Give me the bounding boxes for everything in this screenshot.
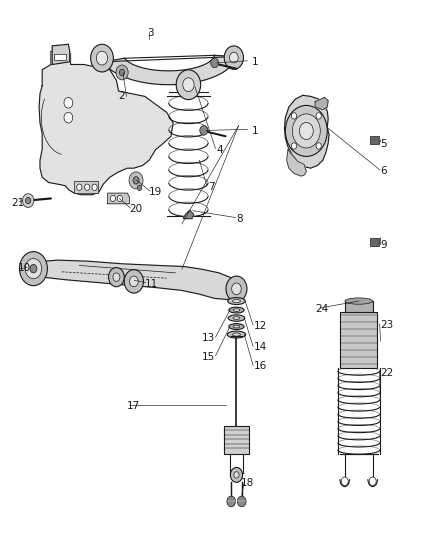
Bar bbox=[74, 181, 98, 193]
Ellipse shape bbox=[229, 307, 244, 313]
Ellipse shape bbox=[233, 333, 240, 336]
Bar bbox=[224, 426, 249, 454]
Circle shape bbox=[227, 496, 236, 507]
Ellipse shape bbox=[233, 325, 240, 328]
Circle shape bbox=[230, 467, 243, 482]
Bar bbox=[340, 312, 377, 368]
Circle shape bbox=[292, 114, 320, 148]
Text: 15: 15 bbox=[201, 352, 215, 362]
Text: 4: 4 bbox=[217, 144, 223, 155]
Text: 24: 24 bbox=[315, 304, 328, 314]
Circle shape bbox=[109, 268, 124, 287]
Ellipse shape bbox=[227, 331, 246, 338]
Circle shape bbox=[129, 172, 143, 189]
Text: 5: 5 bbox=[381, 139, 387, 149]
Bar bbox=[345, 301, 373, 312]
Ellipse shape bbox=[233, 309, 240, 311]
Ellipse shape bbox=[345, 298, 373, 304]
Polygon shape bbox=[30, 260, 241, 300]
Text: 8: 8 bbox=[237, 214, 243, 224]
Circle shape bbox=[96, 51, 108, 65]
Text: 16: 16 bbox=[254, 361, 267, 372]
Text: 1: 1 bbox=[252, 57, 258, 67]
Text: 1: 1 bbox=[252, 126, 258, 136]
Circle shape bbox=[85, 184, 90, 190]
Circle shape bbox=[316, 112, 321, 119]
Bar bbox=[370, 238, 379, 246]
Circle shape bbox=[110, 195, 116, 201]
Circle shape bbox=[224, 46, 244, 69]
Ellipse shape bbox=[233, 300, 240, 303]
Circle shape bbox=[30, 264, 37, 273]
Circle shape bbox=[116, 65, 128, 80]
Text: 12: 12 bbox=[254, 321, 267, 331]
Polygon shape bbox=[285, 95, 329, 168]
Circle shape bbox=[124, 270, 144, 293]
Circle shape bbox=[341, 477, 348, 486]
Text: 13: 13 bbox=[201, 333, 215, 343]
Circle shape bbox=[130, 276, 138, 287]
Polygon shape bbox=[183, 210, 194, 219]
Ellipse shape bbox=[228, 315, 245, 321]
Polygon shape bbox=[39, 49, 173, 195]
Circle shape bbox=[211, 58, 219, 68]
Circle shape bbox=[138, 185, 142, 190]
Text: 10: 10 bbox=[18, 263, 31, 272]
Polygon shape bbox=[315, 98, 328, 110]
Text: 14: 14 bbox=[254, 342, 267, 352]
Ellipse shape bbox=[229, 324, 244, 329]
Circle shape bbox=[91, 44, 113, 72]
Bar bbox=[370, 136, 379, 144]
Ellipse shape bbox=[228, 297, 245, 304]
Circle shape bbox=[120, 69, 125, 76]
Circle shape bbox=[133, 176, 139, 184]
Text: 17: 17 bbox=[127, 401, 141, 411]
Circle shape bbox=[25, 259, 42, 279]
Circle shape bbox=[117, 195, 123, 201]
Circle shape bbox=[316, 143, 321, 149]
Circle shape bbox=[113, 273, 120, 281]
Circle shape bbox=[226, 276, 247, 302]
Circle shape bbox=[22, 193, 34, 207]
Bar bbox=[54, 54, 66, 60]
Circle shape bbox=[19, 252, 47, 286]
Circle shape bbox=[77, 184, 82, 190]
Circle shape bbox=[183, 78, 194, 92]
Circle shape bbox=[291, 143, 297, 149]
Circle shape bbox=[291, 112, 297, 119]
Text: 6: 6 bbox=[381, 166, 387, 176]
Text: 7: 7 bbox=[208, 182, 215, 192]
Polygon shape bbox=[108, 193, 130, 204]
Text: 3: 3 bbox=[147, 28, 154, 38]
Circle shape bbox=[369, 477, 376, 486]
Text: 11: 11 bbox=[145, 279, 158, 288]
Circle shape bbox=[230, 52, 238, 63]
Circle shape bbox=[299, 123, 313, 140]
Circle shape bbox=[25, 197, 31, 204]
Ellipse shape bbox=[233, 317, 240, 319]
Text: 18: 18 bbox=[241, 479, 254, 488]
Text: 22: 22 bbox=[381, 368, 394, 378]
Circle shape bbox=[237, 496, 246, 507]
Text: 9: 9 bbox=[381, 240, 387, 250]
Text: 21: 21 bbox=[12, 198, 25, 208]
Text: 20: 20 bbox=[130, 204, 143, 214]
Polygon shape bbox=[287, 150, 306, 176]
Text: 2: 2 bbox=[119, 91, 125, 101]
Text: 19: 19 bbox=[149, 187, 162, 197]
Circle shape bbox=[200, 126, 208, 135]
Text: 23: 23 bbox=[381, 320, 394, 330]
Circle shape bbox=[234, 472, 239, 478]
Circle shape bbox=[286, 106, 327, 157]
Circle shape bbox=[176, 70, 201, 100]
Circle shape bbox=[64, 112, 73, 123]
Circle shape bbox=[232, 283, 241, 295]
Polygon shape bbox=[103, 55, 236, 85]
Polygon shape bbox=[52, 44, 70, 64]
Circle shape bbox=[64, 98, 73, 108]
Circle shape bbox=[92, 184, 97, 190]
